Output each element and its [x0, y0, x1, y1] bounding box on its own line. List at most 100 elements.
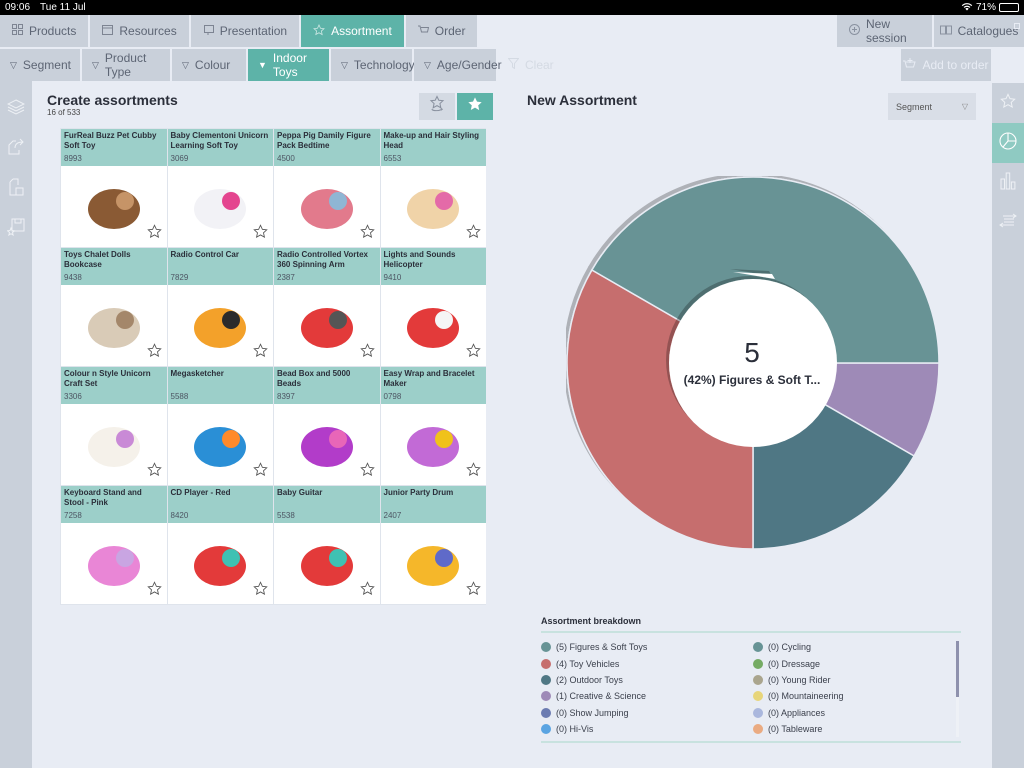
filter-segment[interactable]: ▽ Segment — [0, 49, 80, 81]
pie-chart-view-button[interactable] — [992, 123, 1024, 163]
product-card[interactable]: Radio Controlled Vortex 360 Spinning Arm… — [274, 248, 380, 366]
tab-presentation[interactable]: Presentation — [190, 15, 300, 47]
favourite-star-icon[interactable] — [253, 343, 268, 363]
favourite-star-icon[interactable] — [253, 462, 268, 482]
result-count: 16 of 533 — [47, 108, 81, 117]
product-header: Radio Controlled Vortex 360 Spinning Arm… — [274, 248, 380, 285]
favourite-star-icon[interactable] — [253, 581, 268, 601]
favourite-star-icon[interactable] — [146, 343, 162, 363]
product-card[interactable]: Junior Party Drum 2407 — [380, 486, 486, 604]
product-header: Toys Chalet Dolls Bookcase 9438 — [61, 248, 167, 285]
product-sku: 5588 — [170, 392, 189, 401]
product-header: Lights and Sounds Helicopter 9410 — [380, 248, 486, 285]
tab-label: Resources — [119, 24, 177, 38]
sort-list-button[interactable] — [992, 203, 1024, 243]
legend-label: (0) Young Rider — [768, 674, 831, 685]
legend-item[interactable]: (2) Outdoor Toys — [541, 672, 753, 688]
favourites-view-button[interactable] — [992, 83, 1024, 123]
group-by-select[interactable]: Segment ▽ — [888, 93, 976, 120]
product-name: Baby Clementoni Unicorn Learning Soft To… — [170, 131, 269, 150]
legend-item[interactable]: (0) Mountaineering — [753, 688, 953, 704]
favourite-star-icon[interactable] — [359, 343, 375, 363]
favourite-star-icon[interactable] — [359, 462, 375, 482]
product-sku: 3306 — [64, 392, 82, 401]
product-card[interactable]: Toys Chalet Dolls Bookcase 9438 — [61, 248, 167, 366]
favourite-star-icon[interactable] — [359, 581, 375, 601]
new-session-button[interactable]: New session — [837, 15, 932, 47]
filter-product-type[interactable]: ▽ Product Type — [82, 49, 170, 81]
cart-icon — [417, 25, 429, 38]
product-card[interactable]: Megasketcher 5588 — [167, 367, 273, 485]
legend-color-dot — [753, 707, 763, 718]
product-name: Keyboard Stand and Stool - Pink — [64, 488, 142, 507]
legend-item[interactable]: (0) Tableware — [753, 721, 953, 737]
product-card[interactable]: CD Player - Red 8420 — [167, 486, 273, 604]
tab-order[interactable]: Order — [405, 15, 478, 47]
add-to-order-button[interactable]: Add to order — [901, 49, 991, 81]
product-sku: 9438 — [64, 273, 82, 282]
save-document-button[interactable] — [0, 169, 32, 209]
product-name: Colour n Style Unicorn Craft Set — [64, 369, 151, 388]
product-card[interactable]: Colour n Style Unicorn Craft Set 3306 — [61, 367, 167, 485]
favourite-star-icon[interactable] — [253, 224, 268, 244]
favourite-star-icon[interactable] — [466, 224, 481, 244]
legend-item[interactable]: (0) Hi-Vis — [541, 721, 753, 737]
favourite-star-icon[interactable] — [359, 224, 375, 244]
legend-item[interactable]: (0) Appliances — [753, 705, 953, 721]
scrollbar-thumb[interactable] — [956, 641, 959, 697]
product-header: Bead Box and 5000 Beads 8397 — [274, 367, 380, 404]
product-sku: 5538 — [277, 511, 295, 520]
legend-item[interactable]: (0) Cycling — [753, 639, 953, 655]
toggle-favourites-outline-button[interactable] — [419, 93, 455, 120]
main-tabs: Products Resources Presentation Assortme… — [0, 15, 478, 47]
assortment-breakdown: Assortment breakdown (5) Figures & Soft … — [541, 616, 961, 743]
show-favourites-button[interactable] — [457, 93, 493, 120]
product-sku: 9410 — [383, 273, 402, 282]
filter-indoor-toys[interactable]: ▼ Indoor Toys — [248, 49, 329, 81]
pie-slice[interactable] — [590, 176, 940, 364]
legend-item[interactable]: (4) Toy Vehicles — [541, 655, 753, 671]
product-sku: 7829 — [170, 273, 189, 282]
product-card[interactable]: Baby Guitar 5538 — [274, 486, 380, 604]
legend-item[interactable]: (1) Creative & Science — [541, 688, 753, 704]
legend-item[interactable]: (0) Show Jumping — [541, 705, 753, 721]
bar-chart-view-button[interactable] — [992, 163, 1024, 203]
book-icon — [939, 24, 952, 38]
product-card[interactable]: Make-up and Hair Styling Head 6553 — [380, 129, 486, 247]
favourite-star-icon[interactable] — [466, 581, 481, 601]
legend-color-dot — [541, 658, 551, 669]
product-image — [274, 523, 380, 604]
filter-colour[interactable]: ▽ Colour — [172, 49, 246, 81]
product-card[interactable]: Keyboard Stand and Stool - Pink 7258 — [61, 486, 167, 604]
legend-item[interactable]: (5) Figures & Soft Toys — [541, 639, 753, 655]
legend-item[interactable]: (0) Young Rider — [753, 672, 953, 688]
tab-products[interactable]: Products — [0, 15, 89, 47]
product-card[interactable]: Baby Clementoni Unicorn Learning Soft To… — [167, 129, 273, 247]
product-card[interactable]: Bead Box and 5000 Beads 8397 — [274, 367, 380, 485]
presentation-icon — [203, 24, 214, 38]
product-card[interactable]: FurReal Buzz Pet Cubby Soft Toy 8993 — [61, 129, 167, 247]
favourite-star-icon[interactable] — [466, 462, 481, 482]
layers-button[interactable] — [0, 89, 32, 129]
favourite-star-icon[interactable] — [146, 462, 162, 482]
favourite-star-icon[interactable] — [146, 581, 162, 601]
star-icon — [1000, 92, 1016, 114]
assortment-pie-chart[interactable] — [566, 176, 940, 550]
favourite-star-icon[interactable] — [466, 343, 481, 363]
filter-age-gender[interactable]: ▽ Age/Gender — [414, 49, 502, 81]
product-card[interactable]: Radio Control Car 7829 — [167, 248, 273, 366]
clear-filters-button[interactable]: Clear — [498, 49, 564, 81]
product-card[interactable]: Peppa Pig Damily Figure Pack Bedtime 450… — [274, 129, 380, 247]
tab-resources[interactable]: Resources — [90, 15, 189, 47]
export-button[interactable] — [0, 129, 32, 169]
product-card[interactable]: Easy Wrap and Bracelet Maker 0798 — [380, 367, 486, 485]
favourite-star-icon[interactable] — [146, 224, 162, 244]
filter-technology[interactable]: ▽ Technology — [331, 49, 415, 81]
save-favourite-button[interactable] — [0, 209, 32, 249]
catalogues-button[interactable]: Catalogues — [934, 15, 1024, 47]
star-filled-icon — [467, 96, 483, 117]
tab-assortment[interactable]: Assortment — [301, 15, 404, 47]
product-card[interactable]: Lights and Sounds Helicopter 9410 — [380, 248, 486, 366]
legend-item[interactable]: (0) Dressage — [753, 655, 953, 671]
legend-scrollbar[interactable] — [956, 641, 959, 737]
